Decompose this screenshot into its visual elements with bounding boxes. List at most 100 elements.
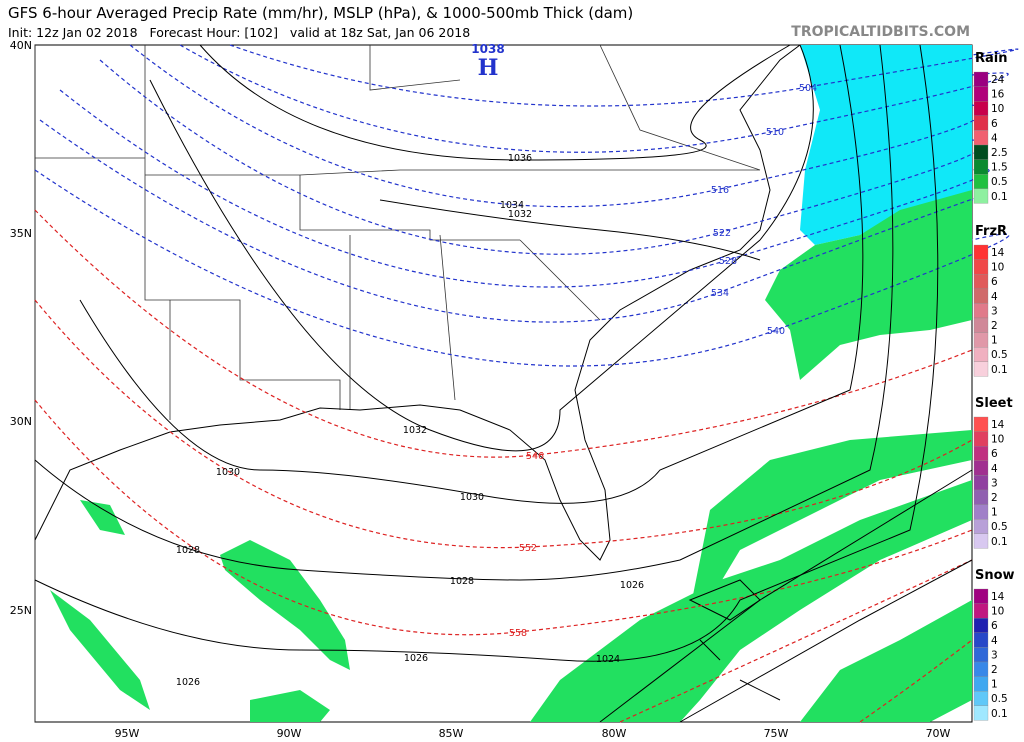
rain-area [765,190,972,380]
lon-label: 70W [926,727,951,740]
legend-level: 6 [991,448,998,460]
legend-swatch [973,244,989,260]
subtitle: Init: 12z Jan 02 2018 Forecast Hour: [10… [8,25,470,40]
legend-swatch [973,332,989,348]
lat-label: 25N [10,604,32,617]
legend-swatch [973,661,989,677]
isobar-label: 1026 [620,580,644,591]
legend-title: Snow [975,568,1015,583]
isobar-label: 1030 [216,467,240,478]
legend-swatch [973,460,989,476]
legend-level: 10 [991,606,1004,618]
legend-swatch [973,691,989,706]
legend-level: 2 [991,664,998,676]
legend-level: 1.5 [991,162,1008,174]
title: GFS 6-hour Averaged Precip Rate (mm/hr),… [8,4,633,22]
legend-swatch [973,274,989,289]
legend-level: 2 [991,320,998,332]
legend-swatch [973,603,989,619]
legend-level: 4 [991,132,998,144]
legend-swatch [973,705,989,721]
legend-level: 2 [991,492,998,504]
legend-swatch [973,588,989,604]
legend-level: 4 [991,635,998,647]
legend-swatch [973,288,989,304]
legend-title: Rain [975,51,1008,66]
thickness-label: 504 [799,83,817,94]
legend-level: 24 [991,74,1005,86]
isobar-label: 1028 [176,545,200,556]
legend-swatch [973,115,989,131]
legend-level: 2.5 [991,147,1008,159]
legend-level: 0.5 [991,521,1008,533]
isobar-label: 1026 [404,653,428,664]
legend-swatch [973,533,989,549]
thickness-label: 552 [519,543,537,554]
coastline [34,44,801,561]
legend-level: 6 [991,118,998,130]
legend-level: 1 [991,335,998,347]
legend-level: 0.1 [991,191,1008,203]
legend-level: 14 [991,247,1005,259]
legend-level: 3 [991,477,998,489]
isobar-label: 1024 [596,654,620,665]
legend-swatch [973,416,989,432]
legend-swatch [973,431,989,447]
legend-level: 14 [991,419,1005,431]
thickness-label: 522 [713,228,731,239]
legend-swatch [973,446,989,461]
site: TROPICALTIDBITS.COM [791,24,970,40]
legend-swatch [973,144,989,160]
thickness-label: 540 [767,326,785,337]
rain-area [50,500,330,722]
isobar-label: 1032 [403,425,427,436]
snow-area [800,45,972,245]
high-letter: H [478,55,499,81]
legend-swatch [973,676,989,692]
legend-level: 1 [991,679,998,691]
high-pressure: 1038 [471,42,504,56]
legend-level: 14 [991,591,1005,603]
legend-swatch [973,101,989,116]
legend-swatch [973,489,989,505]
legend-swatch [973,475,989,491]
lon-label: 80W [602,727,627,740]
isobar-label: 1028 [450,576,474,587]
legend-swatch [973,361,989,377]
legend-swatch [973,86,989,102]
isobar-label: 1036 [508,153,532,164]
rain-area [530,480,972,722]
legend-level: 0.5 [991,693,1008,705]
legend-level: 0.1 [991,708,1008,720]
thickness-label: 510 [766,127,784,138]
legend-swatch [973,347,989,362]
legend-level: 0.5 [991,349,1008,361]
rain-area [220,540,350,670]
legend-title: Sleet [975,396,1013,411]
lon-label: 75W [764,727,789,740]
lon-label: 95W [115,727,140,740]
isobar-label: 1032 [508,209,532,220]
legend-swatch [973,174,989,189]
legend-level: 10 [991,434,1004,446]
lat-label: 40N [10,39,32,52]
legend-level: 4 [991,463,998,475]
isobar-label: 1034 [500,200,524,211]
lat-label: 35N [10,227,32,240]
legend-swatch [973,632,989,648]
state-borders [34,44,761,722]
legend-swatch [973,618,989,633]
legend-swatch [973,519,989,534]
legend-swatch [973,71,989,87]
legend-level: 1 [991,507,998,519]
legend-swatch [973,647,989,663]
legend-swatch [973,303,989,319]
legend-swatch [973,317,989,333]
legend-level: 0.5 [991,176,1008,188]
map [34,44,1019,723]
lat-label: 30N [10,415,32,428]
thickness-label: 558 [509,628,527,639]
legend-title: FrzR [975,224,1007,239]
legend-level: 0.1 [991,536,1008,548]
legend-level: 3 [991,649,998,661]
